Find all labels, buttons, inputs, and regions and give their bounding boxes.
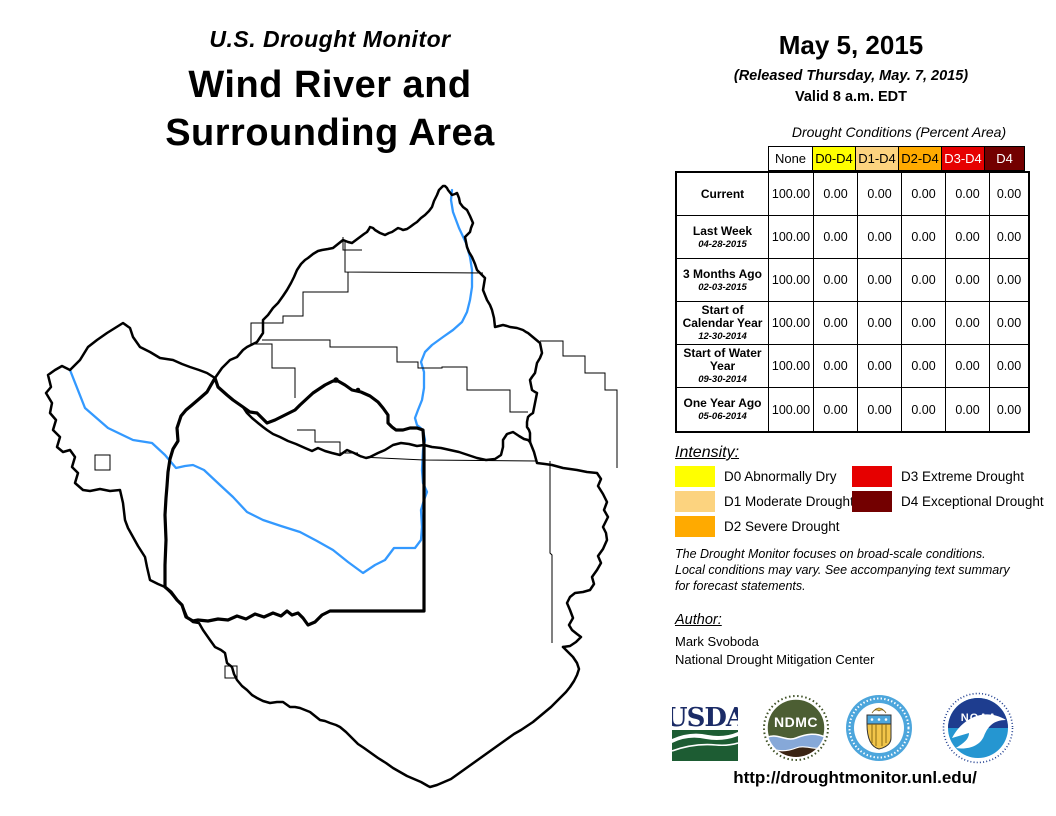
table-body: Current 100.00 0.00 0.00 0.00 0.00 0.00 … xyxy=(675,171,1030,433)
column-header-d3d4: D3-D4 xyxy=(941,146,985,171)
table-cell: 0.00 xyxy=(946,173,990,216)
table-cell: 0.00 xyxy=(814,259,858,302)
table-cell: 100.00 xyxy=(769,259,814,302)
table-cell: 0.00 xyxy=(858,388,902,431)
author-org: National Drought Mitigation Center xyxy=(675,652,875,667)
table-cell: 0.00 xyxy=(858,216,902,259)
legend-label: D0 Abnormally Dry xyxy=(724,469,837,484)
report-date: May 5, 2015 xyxy=(778,30,924,60)
table-cell: 100.00 xyxy=(769,216,814,259)
table-cell: 0.00 xyxy=(946,216,990,259)
report-kicker: U.S. Drought Monitor xyxy=(209,26,451,52)
table-cell: 100.00 xyxy=(769,388,814,431)
doc-logo xyxy=(846,695,912,761)
table-cell: 0.00 xyxy=(990,259,1028,302)
town-marker xyxy=(355,387,361,393)
table-cell: 100.00 xyxy=(769,173,814,216)
table-cell: 0.00 xyxy=(946,345,990,388)
table-cell: 0.00 xyxy=(858,259,902,302)
svg-text:NDMC: NDMC xyxy=(774,714,818,730)
drought-table: None D0-D4 D1-D4 D2-D4 D3-D4 D4 Current … xyxy=(675,146,1030,433)
author-name: Mark Svoboda xyxy=(675,634,759,649)
legend-item-d0: D0 Abnormally Dry xyxy=(675,466,837,487)
author-heading: Author: xyxy=(675,612,722,628)
reservation-boundary xyxy=(163,376,426,627)
table-cell: 0.00 xyxy=(814,173,858,216)
row-label-cell: 3 Months Ago 02-03-2015 xyxy=(677,259,769,302)
row-label-cell: One Year Ago 05-06-2014 xyxy=(677,388,769,431)
column-header-d0d4: D0-D4 xyxy=(812,146,856,171)
svg-text:USDA: USDA xyxy=(672,703,738,733)
page-title-line1: Wind River and xyxy=(188,64,472,106)
footer-url-link[interactable]: http://droughtmonitor.unl.edu/ xyxy=(733,768,977,787)
column-header-none: None xyxy=(768,146,813,171)
column-header-d4: D4 xyxy=(984,146,1025,171)
row-label-cell: Last Week 04-28-2015 xyxy=(677,216,769,259)
table-cell: 0.00 xyxy=(814,345,858,388)
legend-label: D4 Exceptional Drought xyxy=(901,494,1044,509)
intensity-heading: Intensity: xyxy=(675,444,740,461)
noaa-logo: NOAA xyxy=(942,692,1014,764)
table-cell: 0.00 xyxy=(814,388,858,431)
table-cell: 0.00 xyxy=(858,173,902,216)
table-cell: 0.00 xyxy=(902,345,946,388)
table-cell: 0.00 xyxy=(990,173,1028,216)
row-label-cell: Start of Water Year 09-30-2014 xyxy=(677,345,769,388)
legend-label: D1 Moderate Drought xyxy=(724,494,854,509)
row-label-cell: Current xyxy=(677,173,769,216)
d0-swatch xyxy=(675,466,715,487)
date-block: May 5, 2015 (Released Thursday, May. 7, … xyxy=(691,30,1011,105)
table-cell: 100.00 xyxy=(769,302,814,345)
legend-item-d4: D4 Exceptional Drought xyxy=(852,491,1044,512)
svg-text:NOAA: NOAA xyxy=(961,712,997,724)
town-marker xyxy=(333,377,339,383)
column-header-d1d4: D1-D4 xyxy=(855,146,899,171)
page-title: Wind River and Surrounding Area xyxy=(60,61,600,157)
table-header-row: None D0-D4 D1-D4 D2-D4 D3-D4 D4 xyxy=(768,146,1030,171)
table-cell: 0.00 xyxy=(946,388,990,431)
disclaimer-text: The Drought Monitor focuses on broad-sca… xyxy=(675,547,1010,593)
legend-label: D3 Extreme Drought xyxy=(901,469,1025,484)
table-cell: 0.00 xyxy=(814,216,858,259)
table-cell: 0.00 xyxy=(902,173,946,216)
row-label-cell: Start of Calendar Year 12-30-2014 xyxy=(677,302,769,345)
title-block: U.S. Drought Monitor Wind River and Surr… xyxy=(60,26,600,157)
legend-item-d2: D2 Severe Drought xyxy=(675,516,840,537)
wind-river-path xyxy=(68,188,474,575)
column-header-d2d4: D2-D4 xyxy=(898,146,942,171)
legend-item-d3: D3 Extreme Drought xyxy=(852,466,1024,487)
county-boundaries xyxy=(44,184,610,789)
released-date: (Released Thursday, May. 7, 2015) xyxy=(733,68,969,84)
table-cell: 0.00 xyxy=(902,388,946,431)
d1-swatch xyxy=(675,491,715,512)
valid-time: Valid 8 a.m. EDT xyxy=(794,89,907,105)
table-cell: 0.00 xyxy=(990,302,1028,345)
table-cell: 0.00 xyxy=(902,302,946,345)
table-cell: 0.00 xyxy=(902,259,946,302)
table-cell: 0.00 xyxy=(858,345,902,388)
table-cell: 0.00 xyxy=(814,302,858,345)
table-cell: 0.00 xyxy=(996,402,1022,417)
table-cell: 0.00 xyxy=(946,259,990,302)
d4-swatch xyxy=(852,491,892,512)
d3-swatch xyxy=(852,466,892,487)
ndmc-logo: NDMC xyxy=(763,695,829,761)
table-cell: 100.00 xyxy=(769,345,814,388)
legend-item-d1: D1 Moderate Drought xyxy=(675,491,854,512)
table-cell: 0.00 xyxy=(990,216,1028,259)
d2-swatch xyxy=(675,516,715,537)
legend-label: D2 Severe Drought xyxy=(724,519,840,534)
page-title-line2: Surrounding Area xyxy=(165,112,495,154)
usda-logo: USDA xyxy=(672,703,738,761)
table-cell: 0.00 xyxy=(902,216,946,259)
table-caption: Drought Conditions (Percent Area) xyxy=(791,124,1007,140)
table-cell: 0.00 xyxy=(858,302,902,345)
table-cell: 0.00 xyxy=(946,302,990,345)
drought-map xyxy=(44,184,618,789)
table-cell: 0.00 xyxy=(990,345,1028,388)
